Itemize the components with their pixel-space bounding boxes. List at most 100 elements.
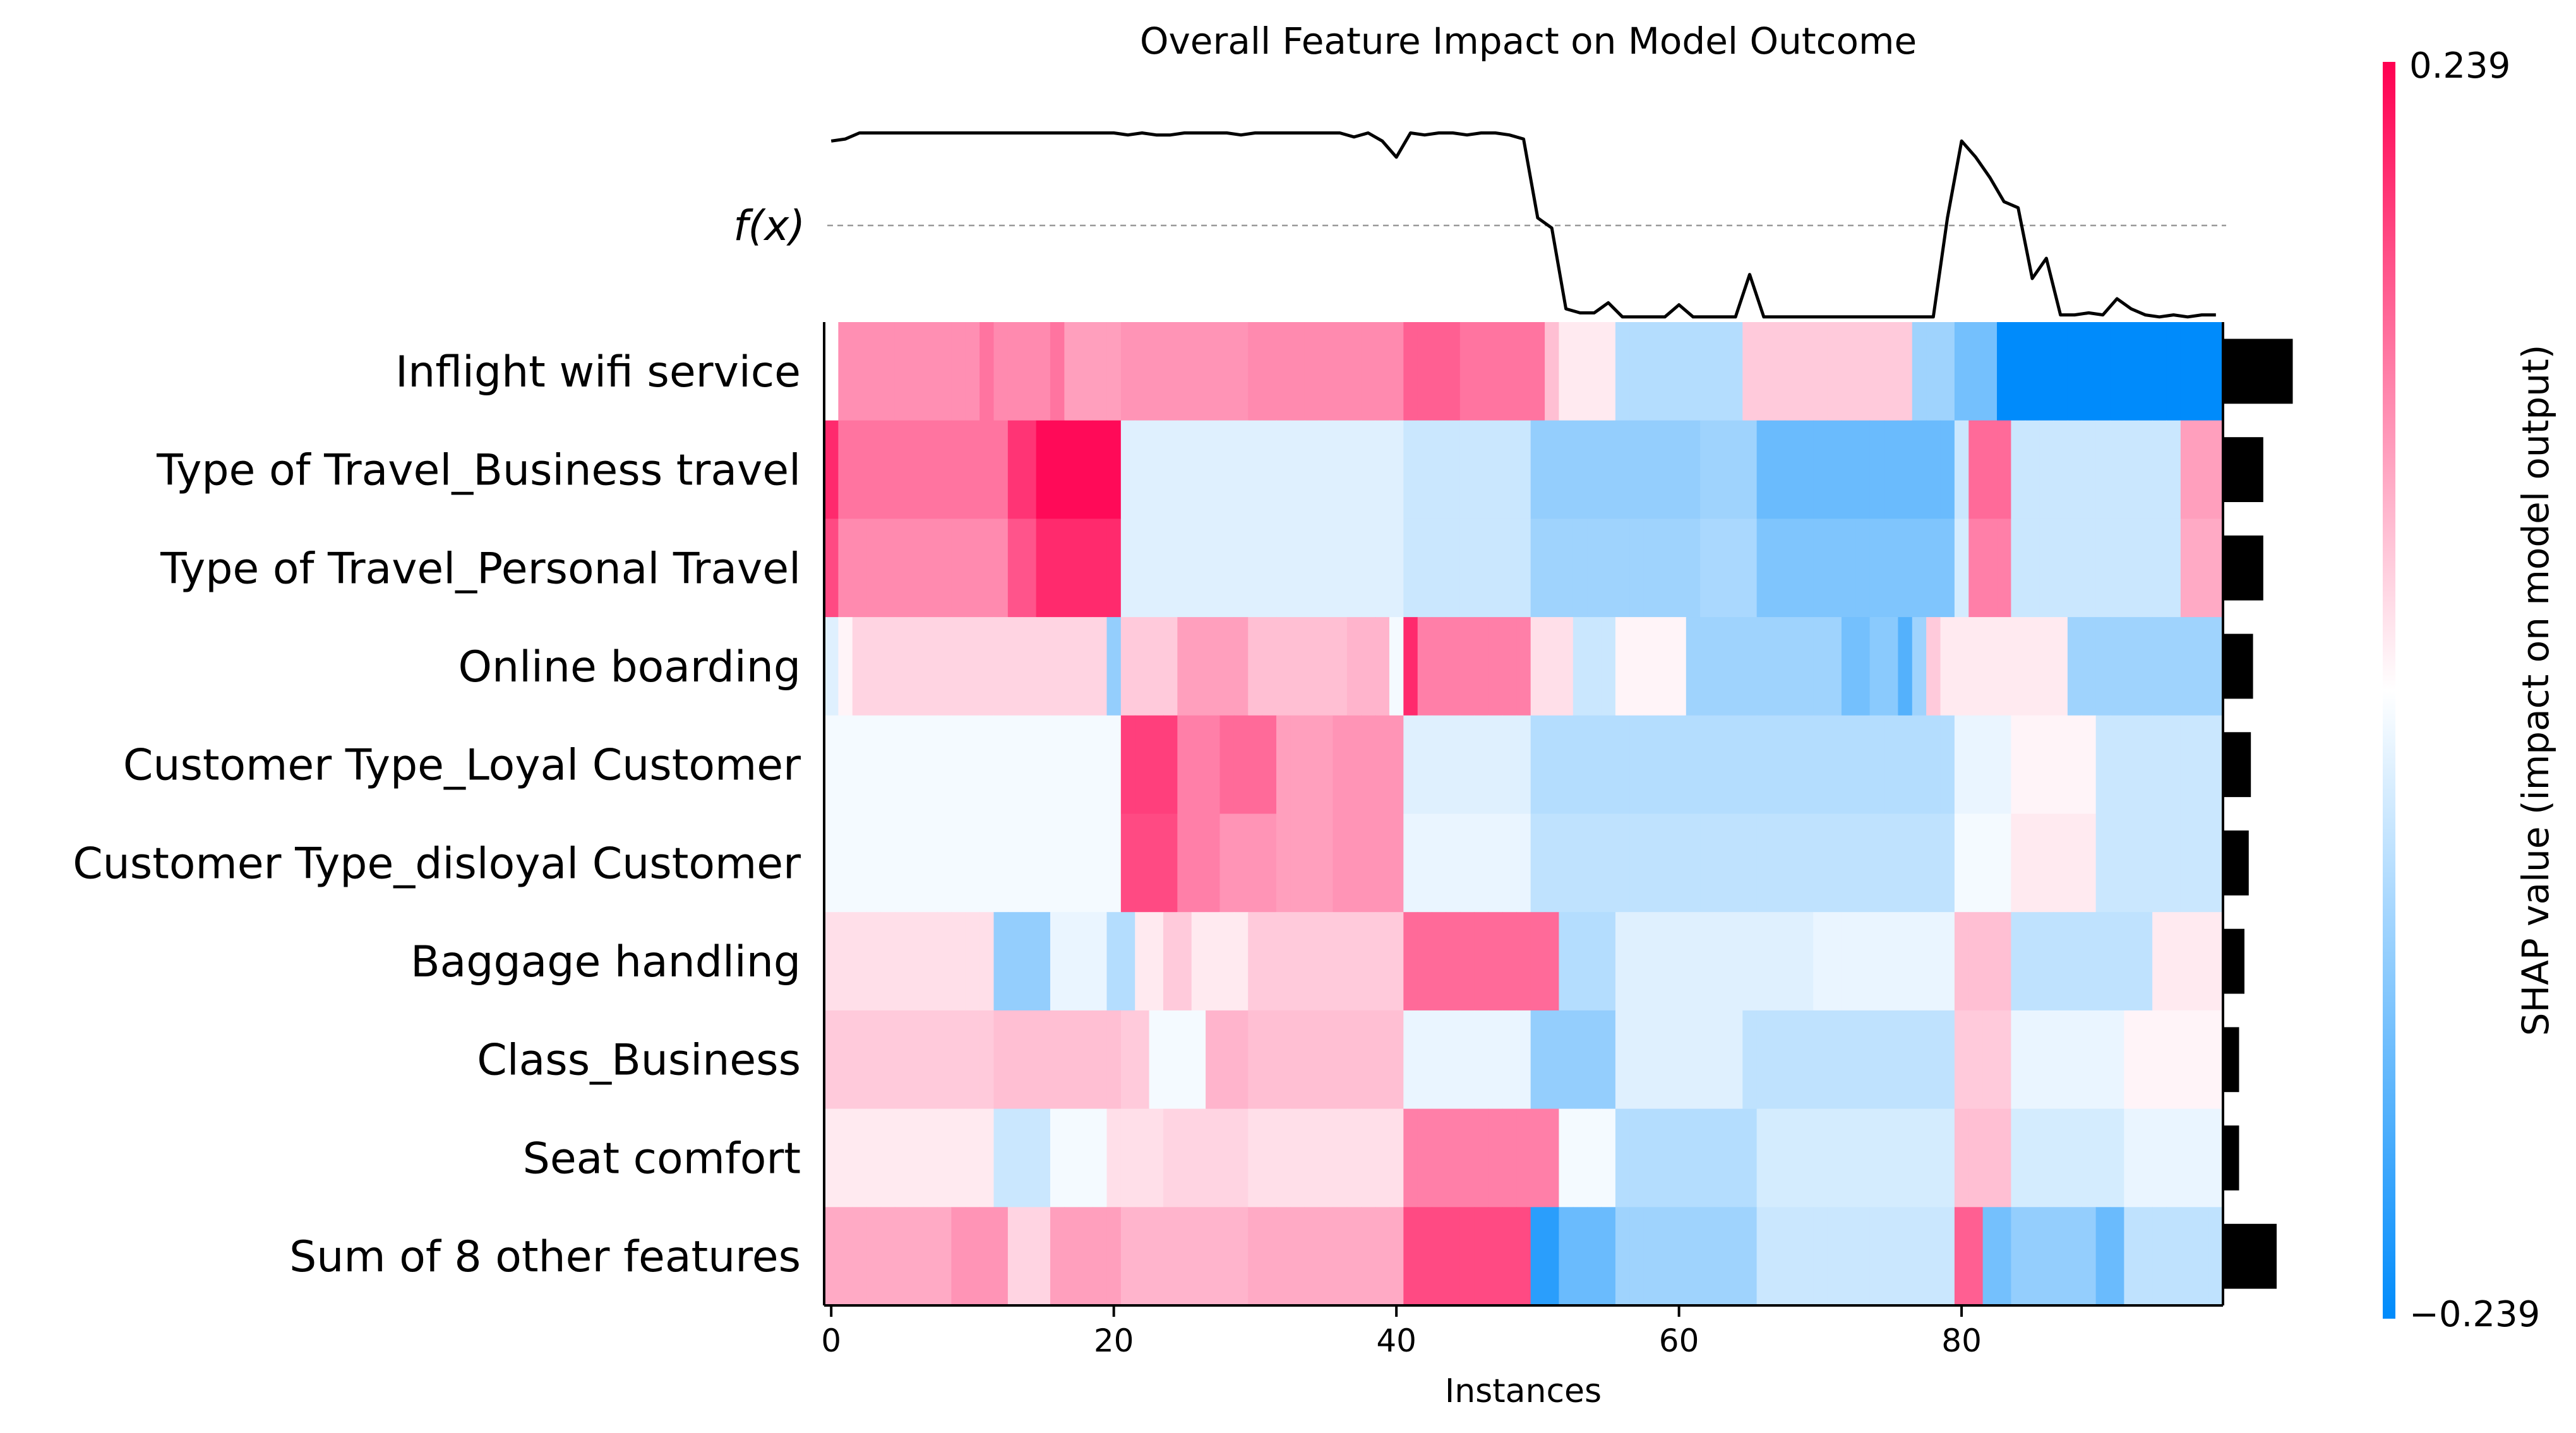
- heatmap-cell: [1700, 814, 1715, 913]
- heatmap-cell: [909, 912, 923, 1010]
- heatmap-cell: [2068, 421, 2082, 519]
- heatmap-cell: [1319, 1109, 1333, 1208]
- heatmap-cell: [966, 1109, 980, 1208]
- heatmap-cell: [1785, 421, 1799, 519]
- heatmap-cell: [1375, 421, 1390, 519]
- heatmap-cell: [880, 322, 895, 421]
- heatmap-cell: [1206, 814, 1220, 913]
- x-tick-label: 60: [1659, 1322, 1699, 1359]
- heatmap-cell: [1502, 716, 1517, 814]
- heatmap-cell: [1446, 1109, 1460, 1208]
- heatmap-cell: [1319, 1207, 1333, 1305]
- heatmap-cell: [1545, 1109, 1559, 1208]
- heatmap-cell: [966, 421, 980, 519]
- heatmap-cell: [1785, 322, 1799, 421]
- heatmap-cell: [1785, 519, 1799, 617]
- heatmap-cell: [1219, 912, 1234, 1010]
- heatmap-cell: [895, 617, 909, 716]
- heatmap-cell: [966, 519, 980, 617]
- colorbar-axis-label: SHAP value (impact on model output): [2514, 345, 2557, 1036]
- heatmap-cell: [1757, 1010, 1771, 1109]
- heatmap-cell: [1418, 421, 1432, 519]
- heatmap-cell: [2167, 519, 2181, 617]
- heatmap-cell: [2082, 716, 2096, 814]
- heatmap-cell: [1474, 322, 1489, 421]
- colorbar-max-label: 0.239: [2409, 45, 2510, 87]
- heatmap-cell: [1276, 617, 1291, 716]
- heatmap-cell: [880, 814, 895, 913]
- heatmap-cell: [853, 617, 867, 716]
- heatmap-cell: [2167, 1207, 2181, 1305]
- heatmap-cell: [1474, 814, 1489, 913]
- heatmap-cell: [2124, 617, 2138, 716]
- heatmap-cell: [1700, 322, 1715, 421]
- heatmap-cell: [1997, 519, 2011, 617]
- heatmap-cell: [1106, 814, 1121, 913]
- fx-label: f(x): [733, 201, 805, 250]
- heatmap-cell: [1771, 912, 1785, 1010]
- heatmap-cell: [1686, 322, 1701, 421]
- importance-bar: [2223, 1027, 2239, 1092]
- heatmap-cell: [1672, 814, 1686, 913]
- heatmap-cell: [853, 519, 867, 617]
- heatmap-cell: [1912, 322, 1927, 421]
- heatmap-cell: [1064, 1010, 1079, 1109]
- heatmap-cell: [2068, 814, 2082, 913]
- heatmap-cell: [1898, 322, 1912, 421]
- heatmap-cell: [1545, 814, 1559, 913]
- heatmap-cell: [1262, 814, 1277, 913]
- heatmap-cell: [1898, 912, 1912, 1010]
- heatmap-cell: [866, 421, 881, 519]
- heatmap-cell: [866, 1010, 881, 1109]
- heatmap-cell: [1968, 716, 1983, 814]
- heatmap-cell: [1884, 912, 1898, 1010]
- heatmap-cell: [1742, 1010, 1757, 1109]
- heatmap-cell: [2181, 421, 2195, 519]
- heatmap-cell: [1305, 1109, 1319, 1208]
- heatmap-cell: [1615, 1010, 1630, 1109]
- heatmap-cell: [1898, 421, 1912, 519]
- heatmap-cell: [1248, 519, 1262, 617]
- heatmap-cell: [1064, 1109, 1079, 1208]
- heatmap-cell: [1587, 1109, 1602, 1208]
- heatmap-cell: [1715, 1207, 1729, 1305]
- heatmap-cell: [1658, 519, 1672, 617]
- heatmap-cell: [2096, 716, 2111, 814]
- heatmap-cell: [1149, 617, 1164, 716]
- heatmap-cell: [2152, 1010, 2167, 1109]
- heatmap-cell: [1757, 716, 1771, 814]
- heatmap-cell: [838, 1207, 853, 1305]
- heatmap-cell: [1955, 617, 1969, 716]
- heatmap-cell: [1022, 814, 1036, 913]
- heatmap-cell: [1022, 912, 1036, 1010]
- heatmap-cell: [1531, 1109, 1545, 1208]
- heatmap-cell: [1898, 1109, 1912, 1208]
- heatmap-cell: [1587, 912, 1602, 1010]
- heatmap-cell: [2110, 617, 2124, 716]
- heatmap-cell: [1432, 617, 1446, 716]
- heatmap-cell: [1912, 814, 1927, 913]
- heatmap-cell: [1912, 1207, 1927, 1305]
- heatmap-cell: [1700, 421, 1715, 519]
- heatmap-cell: [2039, 814, 2054, 913]
- heatmap-cell: [1219, 1207, 1234, 1305]
- heatmap-cell: [1319, 519, 1333, 617]
- heatmap-cell: [1135, 1010, 1149, 1109]
- heatmap-cell: [1672, 617, 1686, 716]
- heatmap-cell: [1347, 716, 1362, 814]
- heatmap-cell: [1022, 519, 1036, 617]
- heatmap-cell: [1686, 716, 1701, 814]
- heatmap-cell: [1602, 912, 1616, 1010]
- heatmap-cell: [1418, 912, 1432, 1010]
- heatmap-cell: [1361, 1109, 1375, 1208]
- heatmap-cell: [1079, 1109, 1093, 1208]
- heatmap-cell: [1728, 519, 1743, 617]
- heatmap-cell: [1602, 716, 1616, 814]
- heatmap-cell: [1446, 814, 1460, 913]
- heatmap-cell: [1855, 322, 1870, 421]
- heatmap-cell: [1728, 322, 1743, 421]
- heatmap-cell: [1219, 519, 1234, 617]
- heatmap-cell: [993, 716, 1008, 814]
- heatmap-cell: [1855, 814, 1870, 913]
- heatmap-cell: [1460, 1109, 1475, 1208]
